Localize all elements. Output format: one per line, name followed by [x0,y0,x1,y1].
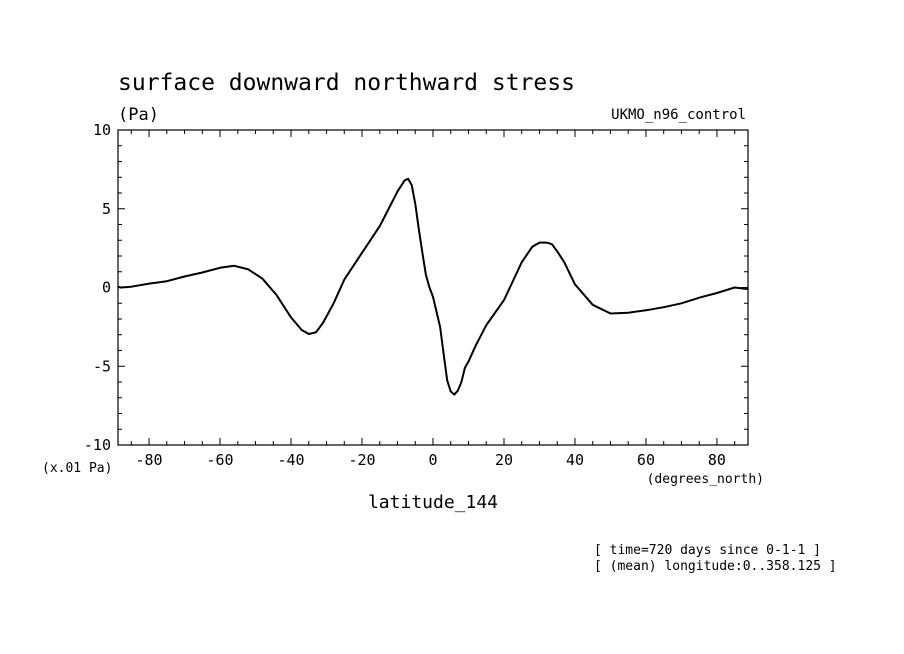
y-tick-label: -5 [93,357,111,375]
x-units-label: (degrees_north) [647,472,764,487]
x-tick-label: -60 [206,451,233,469]
x-tick-label: 20 [495,451,513,469]
x-tick-labels: -80 -60 -40 -20 0 20 40 60 80 [136,451,726,469]
y-tick-label: -10 [84,436,111,454]
y-tick-label: 5 [102,200,111,218]
series-line [117,177,749,396]
x-tick-label: -40 [277,451,304,469]
y-tick-label: 10 [93,121,111,139]
x-tick-label: 60 [637,451,655,469]
scale-note: (x.01 Pa) [42,461,112,476]
y-tick-label: 0 [102,279,111,297]
x-tick-label: 40 [566,451,584,469]
x-tick-label: -20 [348,451,375,469]
mean-info: [ (mean) longitude:0..358.125 ] [594,559,837,574]
units-label: (Pa) [118,105,159,125]
x-tick-label: 0 [428,451,437,469]
axis-ticks [118,129,748,446]
dataset-label: UKMO_n96_control [611,107,746,123]
chart-title: surface downward northward stress [118,70,575,96]
y-tick-labels: -10 -5 0 5 10 [84,121,111,454]
x-tick-label: -80 [136,451,163,469]
x-tick-label: 80 [708,451,726,469]
plot-frame [117,129,749,446]
time-info: [ time=720 days since 0-1-1 ] [594,543,821,558]
x-axis-label: latitude_144 [368,492,498,513]
